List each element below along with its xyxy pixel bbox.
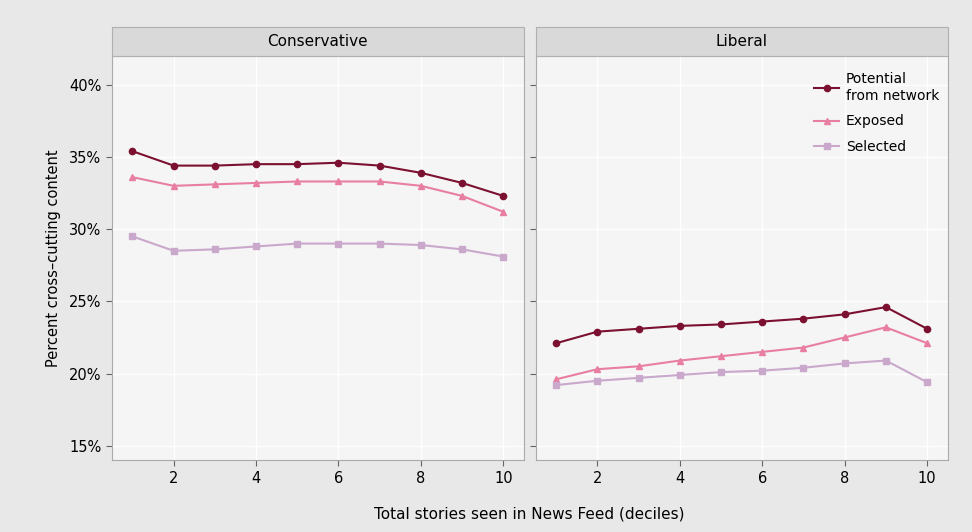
Y-axis label: Percent cross–cutting content: Percent cross–cutting content bbox=[46, 149, 60, 367]
Text: Liberal: Liberal bbox=[715, 34, 768, 49]
Text: Total stories seen in News Feed (deciles): Total stories seen in News Feed (deciles… bbox=[374, 506, 685, 521]
Legend: Potential
from network, Exposed, Selected: Potential from network, Exposed, Selecte… bbox=[809, 67, 945, 160]
Text: Conservative: Conservative bbox=[267, 34, 368, 49]
